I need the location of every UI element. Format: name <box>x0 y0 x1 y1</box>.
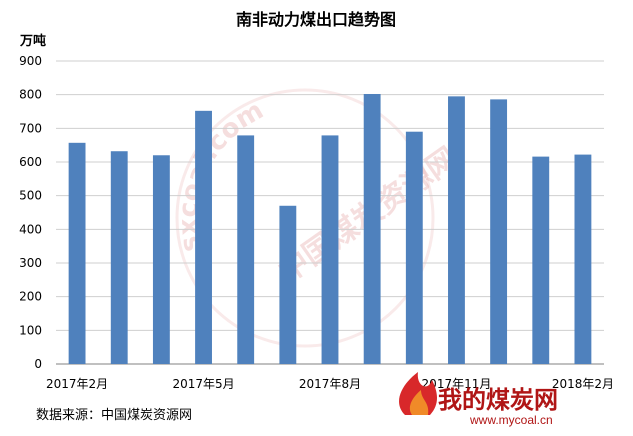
y-tick-label: 400 <box>19 222 42 236</box>
chart-title: 南非动力煤出口趋势图 <box>236 10 396 29</box>
bar-2017年3月 <box>110 151 128 364</box>
bar-2018年2月 <box>574 154 592 364</box>
y-axis-unit: 万吨 <box>19 33 46 49</box>
bars <box>68 93 592 365</box>
bar-2017年8月 <box>321 135 339 364</box>
y-tick-label: 700 <box>19 121 42 135</box>
x-axis-ticks: 2017年2月 2017年5月 2017年8月 2017年11月 2018年2月 <box>46 377 614 391</box>
y-tick-label: 0 <box>34 357 42 371</box>
source-note: 数据来源：中国煤炭资源网 <box>36 408 193 423</box>
bar-2017年7月 <box>279 205 297 364</box>
y-tick-label: 300 <box>19 256 42 270</box>
bar-2017年11月 <box>448 96 465 364</box>
x-tick-label: 2017年8月 <box>299 377 361 391</box>
bar-2017年5月 <box>195 110 212 365</box>
bar-2017年6月 <box>237 135 255 364</box>
x-tick-label: 2017年11月 <box>422 377 492 391</box>
bar-2018年1月 <box>532 156 550 364</box>
bar-2017年10月 <box>405 131 423 364</box>
watermark-arc-text: sxcoal.com <box>173 95 269 254</box>
bar-2017年2月 <box>68 142 86 364</box>
logo-name: 我的煤炭网 <box>438 386 558 414</box>
bar-2017年12月 <box>490 99 508 364</box>
y-tick-label: 800 <box>19 88 42 102</box>
y-axis-ticks: 0 100 200 300 400 500 600 700 800 900 <box>19 54 42 371</box>
x-tick-label: 2017年5月 <box>172 377 234 391</box>
y-tick-label: 600 <box>19 155 42 169</box>
y-tick-label: 200 <box>19 290 42 304</box>
mycoal-logo: 我的煤炭网 www.mycoal.cn <box>399 372 558 427</box>
y-tick-label: 100 <box>19 323 42 337</box>
bar-2017年4月 <box>152 155 170 364</box>
logo-url: www.mycoal.cn <box>469 413 553 427</box>
y-tick-label: 900 <box>19 54 42 68</box>
bar-2017年9月 <box>363 93 381 364</box>
y-tick-label: 500 <box>19 189 42 203</box>
flame-icon <box>399 372 437 415</box>
x-tick-label: 2018年2月 <box>552 377 614 391</box>
x-tick-label: 2017年2月 <box>46 377 108 391</box>
